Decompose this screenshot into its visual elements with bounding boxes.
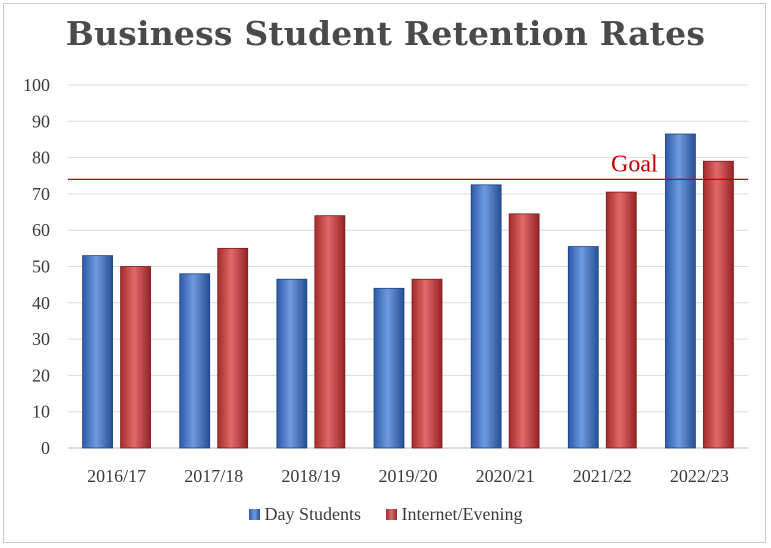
y-tick-label: 30 — [32, 329, 50, 349]
x-tick-label: 2017/18 — [184, 466, 243, 486]
legend-swatch-day — [248, 509, 260, 520]
y-tick-label: 40 — [32, 293, 50, 313]
x-tick-label: 2022/23 — [670, 466, 729, 486]
x-axis-ticks: 2016/17 2017/18 2018/19 2019/20 2020/21 2021/… — [87, 466, 729, 486]
y-tick-label: 80 — [32, 148, 50, 168]
y-tick-label: 0 — [41, 438, 50, 458]
y-tick-label: 10 — [32, 402, 50, 422]
goal-line-group: Goal — [68, 151, 748, 180]
x-tick-label: 2021/22 — [573, 466, 632, 486]
legend-item-day: Day Students — [248, 504, 362, 525]
y-tick-label: 90 — [32, 111, 50, 131]
bar-evening — [703, 160, 734, 449]
bar-evening — [411, 278, 443, 449]
chart-title: Business Student Retention Rates — [65, 14, 706, 53]
y-tick-label: 20 — [32, 365, 50, 385]
bars — [82, 133, 734, 449]
y-tick-label: 100 — [23, 75, 50, 95]
x-tick-label: 2018/19 — [281, 466, 340, 486]
bar-day — [373, 287, 405, 449]
bar-day — [567, 246, 599, 449]
bar-evening — [120, 266, 151, 449]
y-axis-ticks: 0 10 20 30 40 50 60 70 80 90 100 — [23, 75, 50, 458]
bar-day — [82, 255, 113, 449]
bar-day — [179, 273, 211, 449]
x-tick-label: 2016/17 — [87, 466, 146, 486]
bar-day — [276, 278, 308, 449]
legend-label-day: Day Students — [264, 504, 362, 524]
bar-day — [665, 133, 696, 449]
x-tick-label: 2019/20 — [378, 466, 437, 486]
legend-label-evening: Internet/Evening — [401, 504, 523, 524]
gridlines — [68, 84, 748, 449]
legend: Day Students Internet/Evening — [0, 504, 771, 525]
bar-evening — [314, 215, 346, 449]
y-tick-label: 70 — [32, 184, 50, 204]
legend-swatch-evening — [385, 509, 397, 520]
bar-evening — [508, 213, 540, 449]
bar-evening — [217, 247, 249, 449]
goal-label: Goal — [611, 151, 658, 177]
bar-day — [470, 184, 502, 449]
y-tick-label: 60 — [32, 220, 50, 240]
bar-evening — [605, 191, 637, 449]
x-tick-label: 2020/21 — [476, 466, 535, 486]
legend-item-evening: Internet/Evening — [385, 504, 523, 525]
y-tick-label: 50 — [32, 257, 50, 277]
